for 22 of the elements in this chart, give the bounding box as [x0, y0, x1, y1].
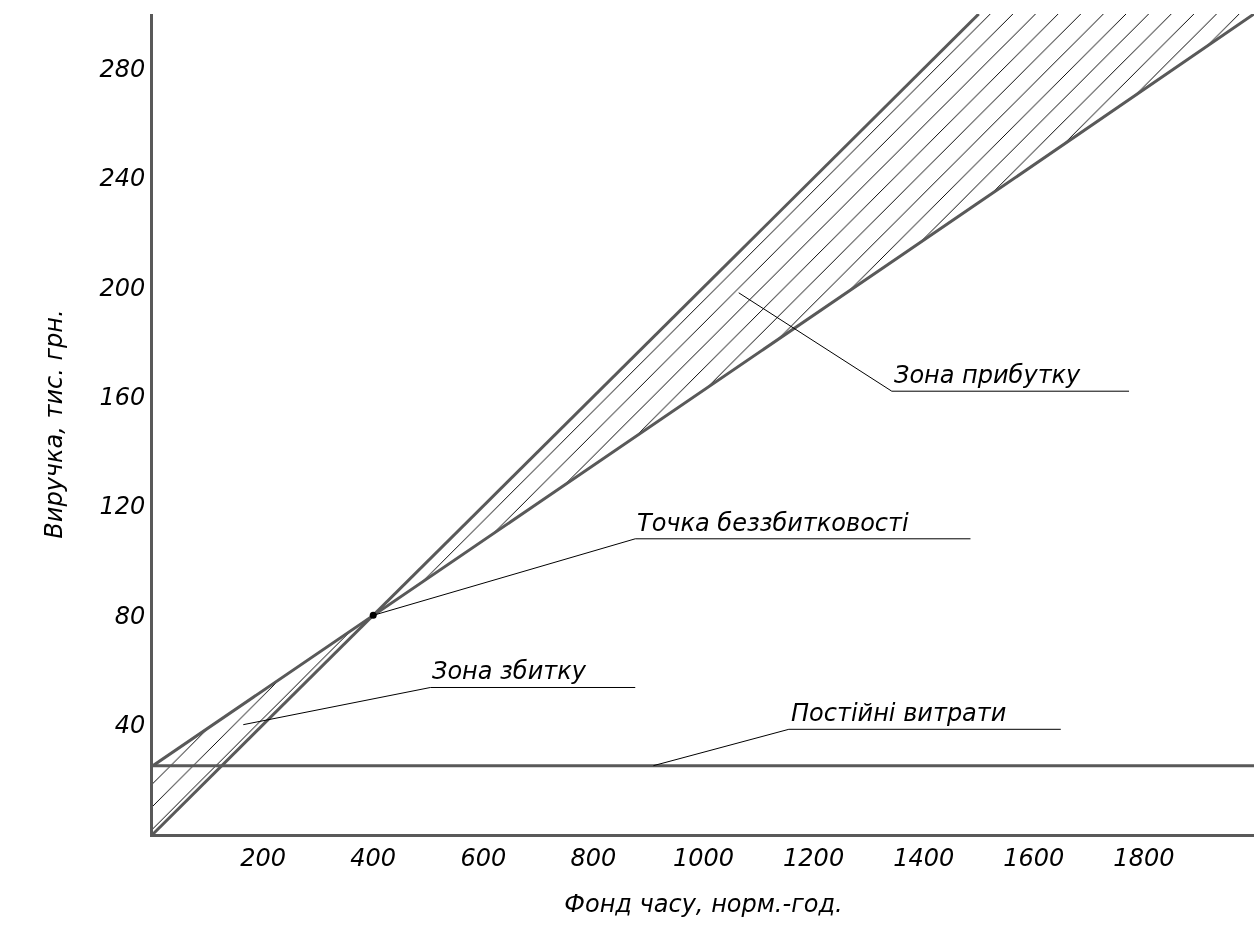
x-tick-label: 600 [460, 843, 507, 872]
x-tick-label: 1000 [672, 843, 735, 872]
y-tick-label: 120 [99, 492, 146, 521]
x-tick-label: 1800 [1113, 843, 1175, 872]
annotation: Постійні витрати [791, 699, 1007, 727]
y-tick-label: 160 [99, 383, 146, 412]
annotation: Точка беззбитковості [637, 509, 910, 537]
x-tick-label: 400 [350, 843, 397, 872]
y-tick-label: 200 [99, 273, 146, 302]
y-tick-label: 240 [99, 164, 146, 193]
annotation: Зона прибутку [894, 361, 1082, 389]
y-axis-title: Виручка, тис. грн. [40, 309, 69, 539]
x-tick-label: 1400 [893, 843, 955, 872]
x-axis-title: Фонд часу, норм.-год. [564, 890, 843, 919]
x-tick-label: 1600 [1003, 843, 1065, 872]
x-tick-label: 800 [570, 843, 617, 872]
annotation: Зона збитку [432, 657, 587, 685]
y-tick-label: 40 [114, 711, 146, 740]
y-tick-label: 80 [114, 601, 146, 630]
y-tick-label: 280 [99, 55, 146, 84]
x-tick-label: 200 [240, 843, 287, 872]
x-tick-label: 1200 [783, 843, 845, 872]
